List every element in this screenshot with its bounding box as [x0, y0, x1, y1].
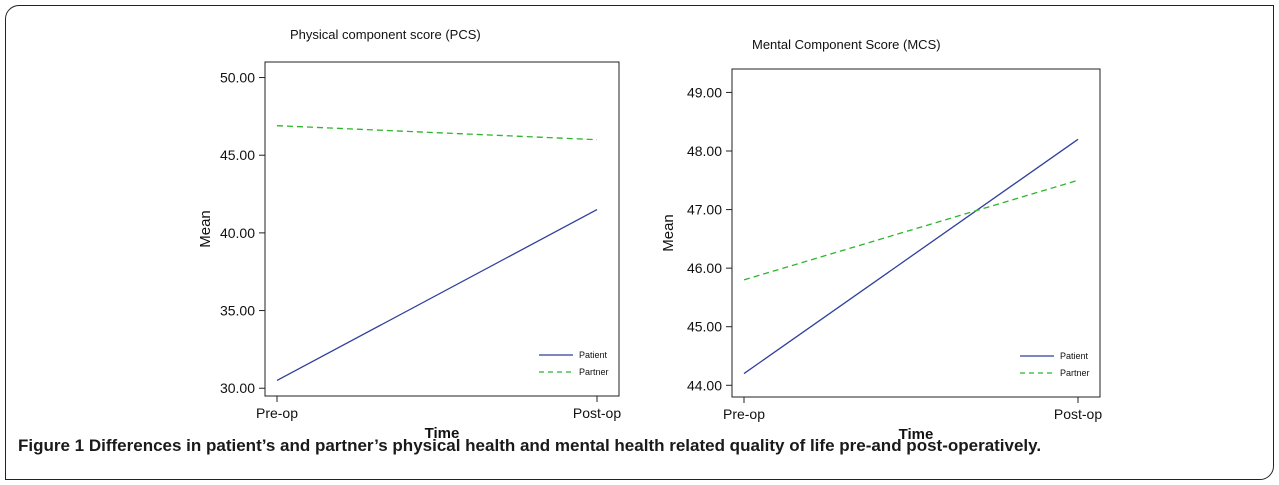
- x-tick-label: Pre-op: [723, 406, 765, 422]
- chart-title: Physical component score (PCS): [290, 27, 481, 42]
- series-line-partner: [276, 125, 598, 141]
- y-tick-label: 47.00: [687, 202, 722, 218]
- x-axis-label: Time: [899, 426, 934, 443]
- series-line-partner: [743, 179, 1079, 281]
- chart-2: Mental Component Score (MCS) 44.00 45.00 46…: [660, 37, 1102, 443]
- y-axis-label: Mean: [660, 214, 677, 252]
- x-tick-label: Pre-op: [256, 405, 298, 421]
- legend-label-patient: Patient: [579, 350, 608, 360]
- legend-label-partner: Partner: [1060, 368, 1090, 378]
- plot-area: [264, 61, 620, 397]
- x-axis-label: Time: [425, 425, 460, 442]
- y-tick-label: 44.00: [687, 377, 722, 393]
- x-tick-label: Post-op: [1054, 406, 1102, 422]
- y-tick-label: 30.00: [220, 380, 255, 396]
- y-tick-label: 45.00: [687, 319, 722, 335]
- x-tick-label: Post-op: [573, 405, 621, 421]
- y-tick-label: 35.00: [220, 303, 255, 319]
- plot-area: [731, 68, 1101, 398]
- y-tick-label: 40.00: [220, 225, 255, 241]
- figure-caption-text: Differences in patient’s and partner’s p…: [88, 436, 1042, 455]
- y-tick-label: 50.00: [220, 70, 255, 86]
- legend-label-patient: Patient: [1060, 351, 1089, 361]
- chart-1: Physical component score (PCS) 30.00 35.00…: [197, 27, 621, 442]
- series-line-patient: [743, 138, 1079, 375]
- y-tick-label: 45.00: [220, 147, 255, 163]
- series-line-patient: [276, 209, 598, 382]
- y-tick-label: 46.00: [687, 260, 722, 276]
- y-axis-label: Mean: [197, 210, 214, 248]
- figure-caption: Figure 1 Differences in patient’s and pa…: [18, 436, 1268, 456]
- chart-title: Mental Component Score (MCS): [752, 37, 941, 52]
- legend-label-partner: Partner: [579, 367, 609, 377]
- y-tick-label: 49.00: [687, 84, 722, 100]
- y-tick-label: 48.00: [687, 143, 722, 159]
- figure-frame: [5, 5, 1274, 480]
- figure-label: Figure 1: [18, 436, 85, 455]
